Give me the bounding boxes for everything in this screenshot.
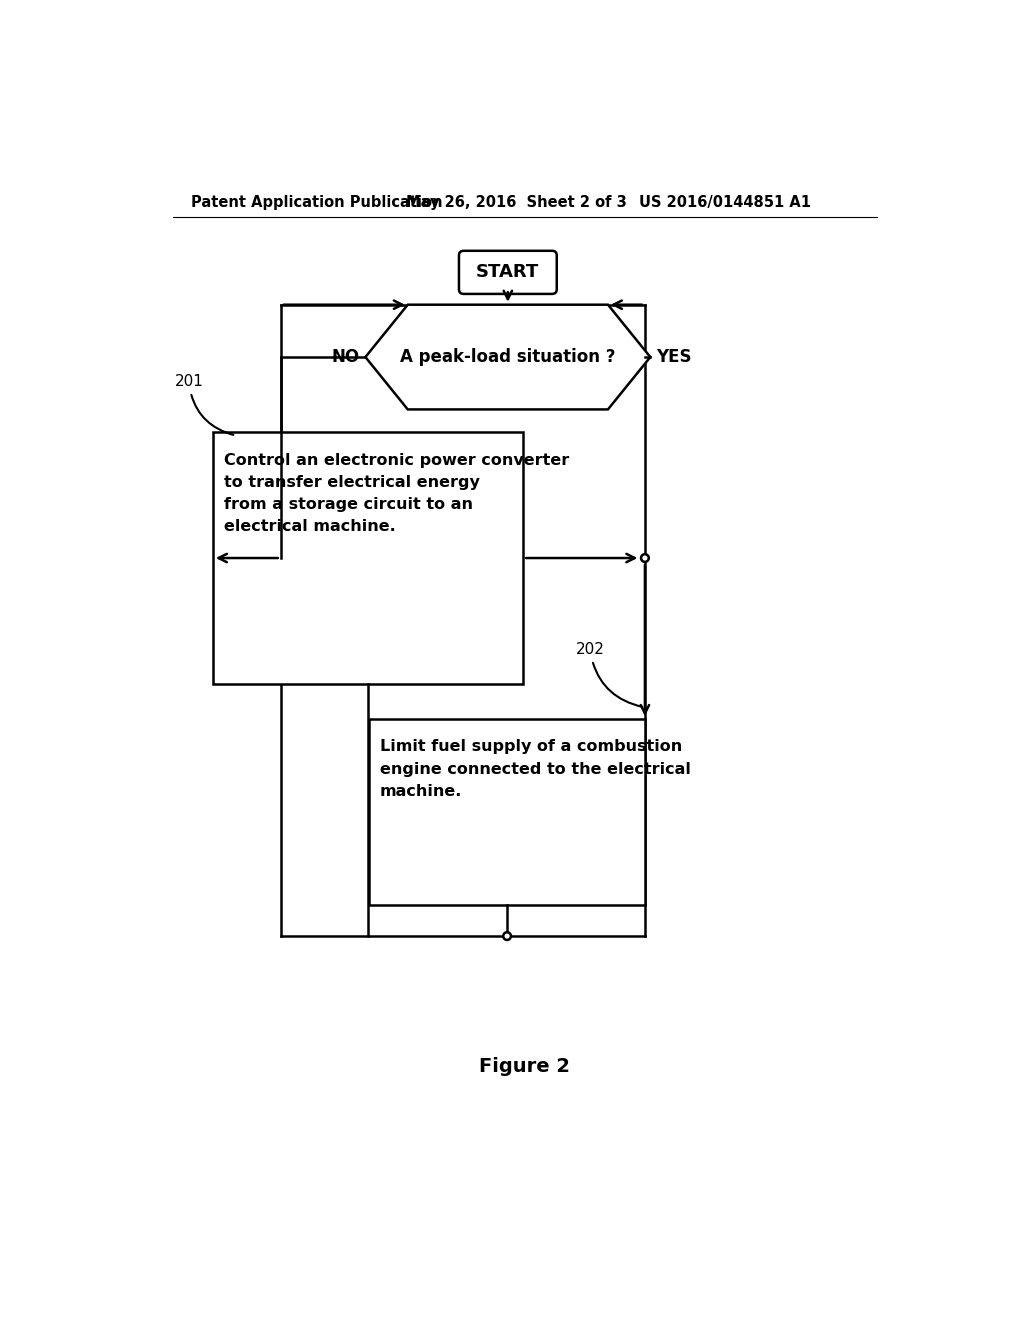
Text: START: START [476, 264, 540, 281]
Bar [370, 719, 645, 906]
Text: 202: 202 [575, 643, 642, 706]
Text: NO: NO [331, 348, 359, 366]
Text: May 26, 2016  Sheet 2 of 3: May 26, 2016 Sheet 2 of 3 [407, 195, 627, 210]
Bar [213, 432, 523, 684]
Text: Figure 2: Figure 2 [479, 1057, 570, 1077]
Circle shape [641, 554, 649, 562]
Text: Control an electronic power converter
to transfer electrical energy
from a stora: Control an electronic power converter to… [223, 453, 569, 535]
Text: US 2016/0144851 A1: US 2016/0144851 A1 [639, 195, 811, 210]
Text: A peak-load situation ?: A peak-load situation ? [400, 348, 615, 366]
Polygon shape [366, 305, 650, 409]
Text: Patent Application Publication: Patent Application Publication [190, 195, 442, 210]
Text: Limit fuel supply of a combustion
engine connected to the electrical
machine.: Limit fuel supply of a combustion engine… [380, 739, 691, 799]
FancyBboxPatch shape [459, 251, 557, 294]
Text: 201: 201 [174, 375, 233, 434]
Circle shape [503, 932, 511, 940]
Text: YES: YES [656, 348, 692, 366]
